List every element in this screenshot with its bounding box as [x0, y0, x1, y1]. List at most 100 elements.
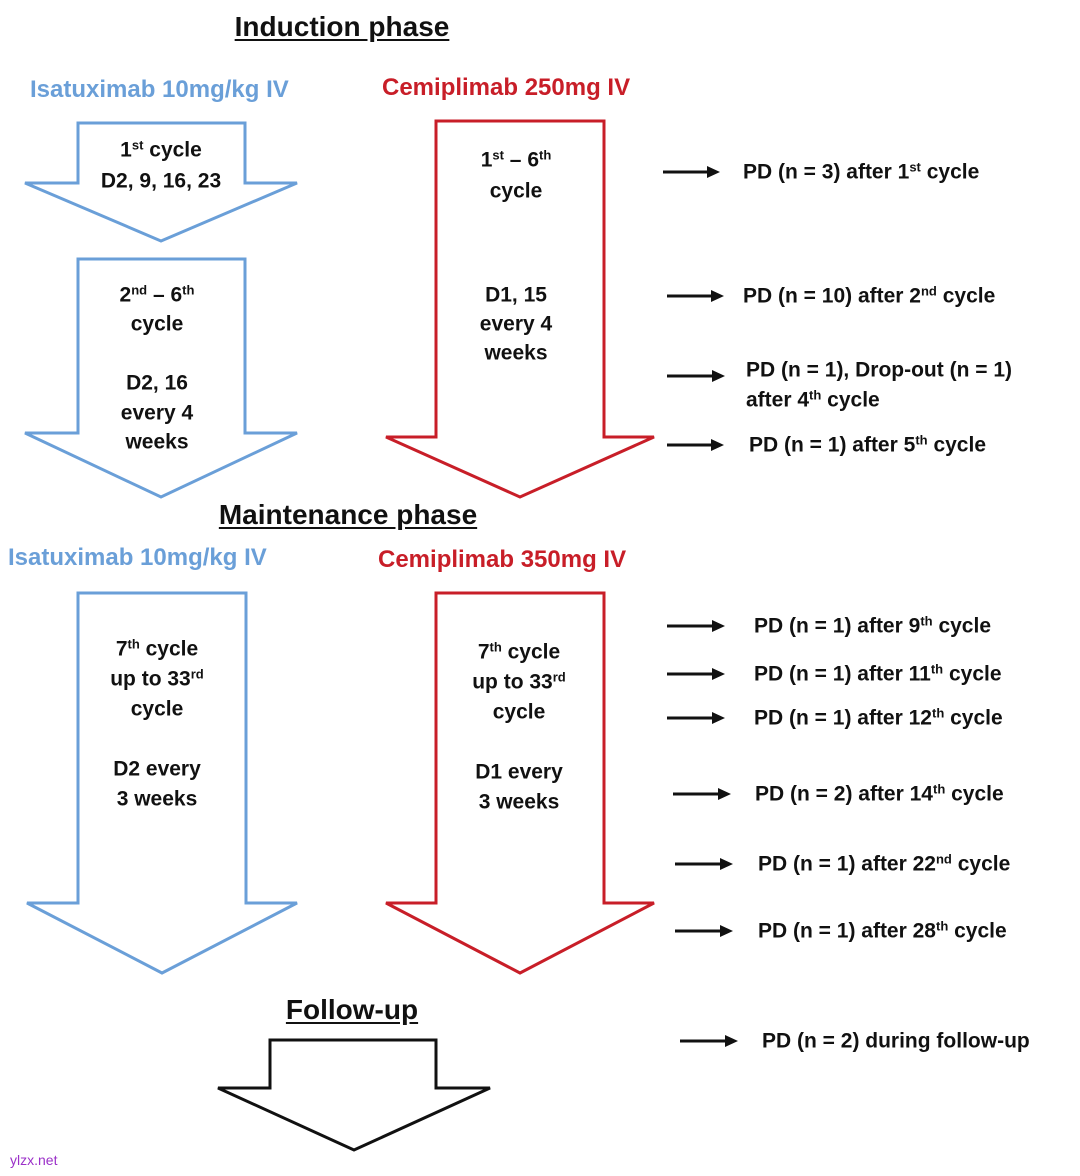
outcome-arrow-icon [673, 788, 731, 800]
text-segment: D2, 16 [126, 371, 188, 395]
superscript: th [930, 661, 944, 677]
outcome-arrow-icon [667, 712, 725, 724]
superscript: th [809, 387, 822, 403]
superscript: st [909, 159, 921, 175]
induction-cemiplimab-label: Cemiplimab 250mg IV [382, 74, 631, 101]
isatuximab-maintenance-text-line: cycle [131, 699, 184, 720]
cemiplimab-induction-cycle-text-line: cycle [490, 181, 543, 202]
cemiplimab-induction-arrow [385, 119, 655, 499]
isatuximab-cycles2-6-text-line: D2, 16 [126, 373, 188, 394]
isatuximab-cycles2-6-arrow [24, 257, 298, 499]
text-segment: D2, 9, 16, 23 [100, 169, 222, 193]
text-segment: 1 [480, 148, 493, 172]
outcome-8-line: PD (n = 2) after 14th cycle [755, 782, 1004, 806]
isatuximab-maintenance-arrow [26, 591, 298, 975]
cemiplimab-induction-cycle-text-line: 1st – 6th [480, 148, 552, 172]
text-segment: 1 [120, 138, 132, 162]
text-segment: cycle [501, 640, 561, 664]
outcome-arrow-icon [663, 166, 720, 178]
text-segment: cycle [927, 433, 986, 457]
text-segment: weeks [484, 341, 548, 365]
text-segment: 7 [115, 637, 128, 661]
isatuximab-cycles2-6-text-line: 2nd – 6th [119, 282, 195, 307]
isatuximab-maintenance-text-line: 7th cycle [115, 636, 199, 661]
superscript: nd [920, 283, 937, 299]
isatuximab-cycle1-text-line: 1st cycle [120, 137, 202, 162]
superscript: th [182, 282, 195, 298]
text-segment: 2 [119, 283, 132, 307]
superscript: th [920, 613, 933, 629]
superscript: nd [131, 282, 148, 298]
text-segment: cycle [920, 160, 980, 184]
outcome-11-line: PD (n = 2) during follow-up [762, 1031, 1030, 1052]
outcome-1-line: PD (n = 3) after 1st cycle [743, 159, 980, 184]
text-segment: PD (n = 10) after 2 [743, 284, 921, 308]
text-segment: PD (n = 1) after 5 [749, 433, 916, 457]
text-segment: cycle [951, 852, 1011, 876]
text-segment: cycle [932, 614, 991, 638]
text-segment: D1 every [475, 760, 563, 784]
outcome-10-line: PD (n = 1) after 28th cycle [758, 919, 1007, 943]
text-segment: every 4 [120, 401, 194, 425]
cemiplimab-maintenance-text-line: D1 every [475, 762, 563, 783]
text-segment: cycle [945, 782, 1004, 806]
text-segment: cycle [130, 312, 184, 336]
cemiplimab-induction-schedule-text-line: weeks [484, 343, 547, 364]
outcome-7-line: PD (n = 1) after 12th cycle [754, 706, 1003, 730]
isatuximab-cycle1-arrow [24, 121, 298, 243]
text-segment: PD (n = 1) after 12 [754, 706, 932, 730]
outcome-6-line: PD (n = 1) after 11th cycle [754, 661, 1002, 686]
isatuximab-maintenance-text-line: up to 33rd [110, 666, 204, 689]
watermark: ylzx.net [10, 1152, 58, 1168]
text-segment: after 4 [746, 388, 810, 412]
superscript: th [127, 636, 140, 652]
isatuximab-cycle1-text-line: D2, 9, 16, 23 [101, 171, 221, 192]
text-segment: cycle [944, 706, 1003, 730]
outcome-9-line: PD (n = 1) after 22nd cycle [758, 851, 1011, 876]
text-segment: D1, 15 [485, 283, 547, 307]
text-segment: cycle [130, 697, 184, 721]
maintenance-phase-title: Maintenance phase [218, 499, 478, 530]
induction-phase-title: Induction phase [234, 11, 450, 42]
text-segment: up to 33 [472, 670, 553, 694]
text-segment: PD (n = 1), Drop-out (n = 1) [746, 358, 1012, 382]
outcome-5-line: PD (n = 1) after 9th cycle [754, 613, 991, 638]
superscript: rd [552, 669, 566, 685]
outcome-3-line: after 4th cycle [746, 387, 880, 412]
isatuximab-cycles2-6-text-line: weeks [125, 432, 188, 453]
text-segment: PD (n = 1) after 22 [758, 852, 936, 876]
text-segment: cycle [821, 388, 880, 412]
cemiplimab-maintenance-text-line: up to 33rd [472, 669, 566, 694]
text-segment: D2 every [113, 757, 201, 781]
text-segment: cycle [143, 138, 202, 162]
text-segment: cycle [936, 284, 996, 308]
cemiplimab-maintenance-text-line: 3 weeks [479, 792, 560, 813]
text-segment: PD (n = 1) after 9 [754, 614, 921, 638]
outcome-3-line: PD (n = 1), Drop-out (n = 1) [746, 360, 1012, 381]
text-segment: PD (n = 3) after 1 [743, 160, 910, 184]
text-segment: cycle [948, 919, 1007, 943]
outcome-arrow-icon [667, 290, 724, 302]
cemiplimab-maintenance-arrow [385, 591, 655, 975]
outcome-2-line: PD (n = 10) after 2nd cycle [743, 283, 996, 308]
text-segment: PD (n = 1) after 11 [754, 662, 931, 686]
outcome-arrow-icon [667, 439, 724, 451]
maintenance-isatuximab-label: Isatuximab 10mg/kg IV [8, 544, 267, 571]
cemiplimab-induction-schedule-text-line: every 4 [480, 314, 552, 335]
superscript: nd [935, 851, 952, 867]
isatuximab-maintenance-text-line: 3 weeks [117, 789, 198, 810]
cemiplimab-maintenance-text-line: cycle [493, 702, 546, 723]
text-segment: cycle [489, 179, 543, 203]
superscript: rd [190, 666, 204, 682]
text-segment: 3 weeks [478, 790, 560, 814]
text-segment: cycle [139, 637, 199, 661]
text-segment: 7 [477, 640, 490, 664]
outcome-arrow-icon [675, 858, 733, 870]
outcome-arrow-icon [675, 925, 733, 937]
text-segment: cycle [492, 700, 546, 724]
superscript: st [131, 137, 144, 153]
cemiplimab-induction-schedule-text-line: D1, 15 [485, 285, 547, 306]
maintenance-cemiplimab-label: Cemiplimab 350mg IV [378, 546, 627, 573]
